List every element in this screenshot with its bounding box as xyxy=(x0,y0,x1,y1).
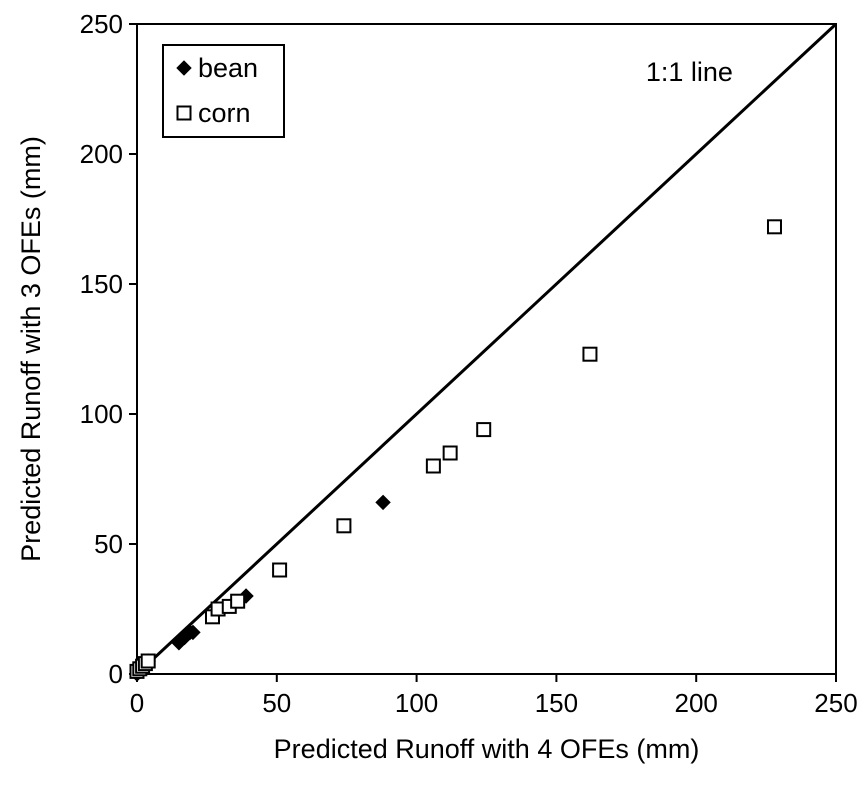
data-point-corn xyxy=(272,562,288,578)
y-axis-title: Predicted Runoff with 3 OFEs (mm) xyxy=(16,136,46,562)
x-tick-label: 150 xyxy=(535,688,578,718)
x-tick-label: 100 xyxy=(395,688,438,718)
y-tick-label: 0 xyxy=(109,659,123,689)
x-axis-title: Predicted Runoff with 4 OFEs (mm) xyxy=(274,734,700,764)
data-point-corn xyxy=(442,445,458,461)
legend-marker-bean xyxy=(176,60,192,76)
legend: bean corn xyxy=(162,44,285,138)
legend-marker-corn xyxy=(176,105,192,121)
plot-frame xyxy=(136,23,837,675)
series-corn xyxy=(129,219,782,679)
data-point-corn xyxy=(336,518,352,534)
data-points xyxy=(129,219,782,682)
y-tick-label: 100 xyxy=(80,399,123,429)
data-point-corn xyxy=(582,346,598,362)
data-point-corn xyxy=(230,593,246,609)
x-tick-label: 200 xyxy=(675,688,718,718)
x-tick-label: 0 xyxy=(130,688,144,718)
legend-box xyxy=(162,44,285,138)
y-tick-label: 250 xyxy=(80,9,123,39)
data-point-corn xyxy=(140,653,156,669)
data-point-corn xyxy=(425,458,441,474)
legend-label-corn: corn xyxy=(198,98,251,128)
y-tick-label: 200 xyxy=(80,139,123,169)
y-tick-label: 50 xyxy=(94,529,123,559)
axes: 0 50 100 150 200 250 0 50 100 150 200 250 xyxy=(80,9,858,718)
reference-line-group xyxy=(135,22,838,676)
data-point-corn xyxy=(766,219,782,235)
x-tick-label: 50 xyxy=(262,688,291,718)
data-point-bean xyxy=(375,494,391,511)
data-point-corn xyxy=(476,422,492,438)
reference-line xyxy=(135,22,838,676)
y-tick-label: 150 xyxy=(80,269,123,299)
data-point-bean xyxy=(185,624,201,641)
legend-label-bean: bean xyxy=(198,53,258,83)
reference-line-label: 1:1 line xyxy=(646,57,733,87)
x-tick-label: 250 xyxy=(814,688,857,718)
